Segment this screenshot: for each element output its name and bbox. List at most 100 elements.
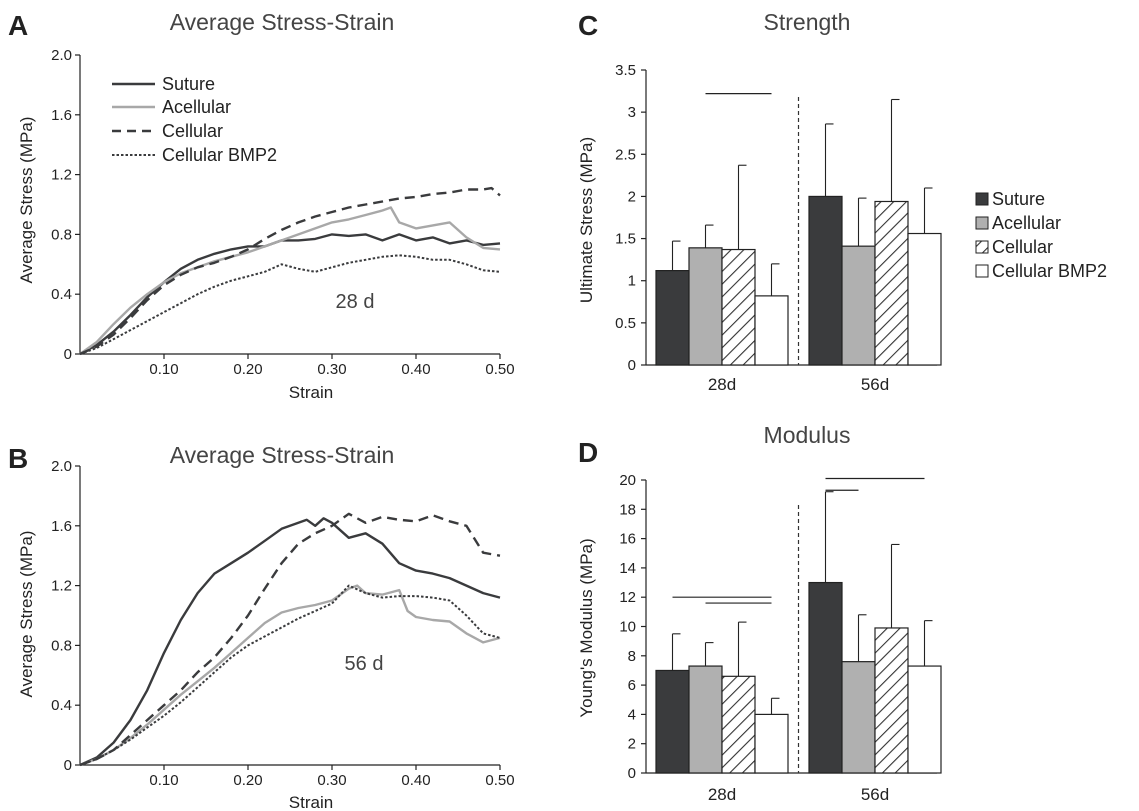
panel-d-y-tick-label: 10 <box>619 619 636 636</box>
panel-c-y-tick-label: 2.5 <box>615 146 636 163</box>
bar-legend-swatch-cellular <box>975 240 989 254</box>
bar-legend-swatch-bmp2 <box>975 264 989 278</box>
panel-c-bars <box>655 92 942 366</box>
panel-c-category-label: 28d <box>708 375 736 394</box>
panel-a-y-tick-label: 0 <box>64 346 72 363</box>
panel-c-bar-bmp2 <box>754 295 789 366</box>
panel-a-ylabel: Average Stress (MPa) <box>17 117 36 284</box>
panel-c-y-tick-label: 0.5 <box>615 315 636 332</box>
panel-c-bar-acellular <box>841 245 876 366</box>
panel-a-series <box>79 186 501 356</box>
panel-a: A Average Stress-Strain Average Stress (… <box>8 9 515 402</box>
panel-letter-a: A <box>8 10 28 41</box>
panel-d-bars <box>655 477 942 774</box>
panel-a-series-cellular <box>79 186 501 356</box>
panel-b-x-tick-label: 0.20 <box>233 772 262 789</box>
bar-legend-label-suture: Suture <box>992 189 1045 209</box>
panel-d: D Modulus Young's Modulus (MPa) 0 2 4 6 8 10 1… <box>577 422 942 804</box>
panel-d-y-tick-label: 0 <box>628 765 636 782</box>
panel-b-axes: 0 0.4 0.8 1.2 1.6 2.0 0.10 0.20 0.30 0.40 0.50 <box>51 458 514 789</box>
panel-c: C Strength Ultimate Stress (MPa) 0 0.5 1 1.… <box>577 9 942 394</box>
panel-d-bar-suture <box>808 581 843 774</box>
panel-b-title: Average Stress-Strain <box>170 442 395 468</box>
bar-legend: Suture Acellular Cellular Cellular BMP2 <box>975 189 1107 281</box>
panel-d-y-tick-label: 18 <box>619 501 636 518</box>
panel-b-x-tick-label: 0.10 <box>149 772 178 789</box>
panel-letter-d: D <box>578 437 598 468</box>
panel-a-series-suture <box>79 233 501 356</box>
bar-legend-label-bmp2: Cellular BMP2 <box>992 261 1107 281</box>
panel-a-legend: Suture Acellular Cellular Cellular BMP2 <box>112 74 277 165</box>
panel-d-bar-bmp2 <box>754 713 789 774</box>
panel-a-x-tick-label: 0.10 <box>149 361 178 378</box>
panel-b-series-acellular <box>79 584 501 767</box>
panel-d-y-tick-label: 14 <box>619 560 636 577</box>
bar-legend-label-cellular: Cellular <box>992 237 1053 257</box>
panel-b-y-tick-label: 2.0 <box>51 458 72 475</box>
panel-a-series-acellular <box>79 206 501 355</box>
panel-d-bar-acellular <box>841 661 876 774</box>
panel-a-series-bmp2 <box>79 254 501 355</box>
panel-b-x-tick-label: 0.30 <box>317 772 346 789</box>
panel-b-x-tick-label: 0.40 <box>401 772 430 789</box>
legend-label-bmp2: Cellular BMP2 <box>162 145 277 165</box>
panel-a-y-tick-label: 0.4 <box>51 286 72 303</box>
legend-label-suture: Suture <box>162 74 215 94</box>
bar-legend-swatch-acellular <box>975 216 989 230</box>
panel-b-series <box>79 512 501 767</box>
panel-c-ylabel: Ultimate Stress (MPa) <box>577 137 596 303</box>
panel-c-title: Strength <box>764 9 851 35</box>
panel-d-y-tick-label: 2 <box>628 736 636 753</box>
panel-d-title: Modulus <box>764 422 851 448</box>
panel-c-bar-suture <box>808 195 843 366</box>
panel-a-x-tick-label: 0.20 <box>233 361 262 378</box>
panel-a-x-tick-label: 0.40 <box>401 361 430 378</box>
panel-c-y-tick-label: 3 <box>628 104 636 121</box>
panel-a-y-tick-label: 2.0 <box>51 47 72 64</box>
panel-d-y-tick-label: 4 <box>628 706 636 723</box>
bar-legend-label-acellular: Acellular <box>992 213 1061 233</box>
panel-c-y-tick-label: 1 <box>628 273 636 290</box>
panel-a-x-tick-label: 0.50 <box>485 361 514 378</box>
panel-d-bar-bmp2 <box>907 665 942 774</box>
panel-a-axes: 0 0.4 0.8 1.2 1.6 2.0 0.10 0.20 0.30 0.40 0.50 <box>51 47 514 378</box>
panel-b-series-suture <box>79 517 501 767</box>
panel-b-y-tick-label: 0.4 <box>51 697 72 714</box>
panel-b-ylabel: Average Stress (MPa) <box>17 531 36 698</box>
panel-letter-b: B <box>8 443 28 474</box>
panel-b-x-tick-label: 0.50 <box>485 772 514 789</box>
panel-d-category-label: 56d <box>861 785 889 804</box>
panel-c-y-tick-label: 0 <box>628 357 636 374</box>
panel-d-bar-acellular <box>688 665 723 774</box>
panel-d-y-tick-label: 8 <box>628 648 636 665</box>
panel-d-ylabel: Young's Modulus (MPa) <box>577 538 596 717</box>
panel-letter-c: C <box>578 10 598 41</box>
panel-c-bar-cellular <box>874 200 909 366</box>
panel-d-y-tick-label: 12 <box>619 589 636 606</box>
panel-d-bar-cellular <box>721 675 756 774</box>
panel-b-y-tick-label: 1.2 <box>51 578 72 595</box>
panel-c-y-tick-label: 2 <box>628 188 636 205</box>
panel-d-category-label: 28d <box>708 785 736 804</box>
panel-c-bar-suture <box>655 270 690 366</box>
panel-c-bar-acellular <box>688 247 723 366</box>
panel-c-category-label: 56d <box>861 375 889 394</box>
panel-d-y-tick-label: 20 <box>619 472 636 489</box>
panel-b-series-bmp2 <box>79 584 501 766</box>
panel-d-bar-suture <box>655 669 690 774</box>
panel-a-xlabel: Strain <box>289 383 333 402</box>
panel-c-bar-cellular <box>721 248 756 366</box>
panel-d-bar-cellular <box>874 627 909 774</box>
panel-c-axes: 0 0.5 1 1.5 2 2.5 3 3.5 28d 56d <box>615 62 937 394</box>
panel-a-y-tick-label: 0.8 <box>51 226 72 243</box>
panel-a-title: Average Stress-Strain <box>170 9 395 35</box>
panel-b-y-tick-label: 0 <box>64 757 72 774</box>
panel-c-y-tick-label: 1.5 <box>615 231 636 248</box>
panel-a-y-tick-label: 1.2 <box>51 167 72 184</box>
panel-b-xlabel: Strain <box>289 793 333 811</box>
panel-a-annotation: 28 d <box>336 291 375 313</box>
legend-label-acellular: Acellular <box>162 97 231 117</box>
bar-legend-swatch-suture <box>975 192 989 206</box>
panel-c-y-tick-label: 3.5 <box>615 62 636 79</box>
